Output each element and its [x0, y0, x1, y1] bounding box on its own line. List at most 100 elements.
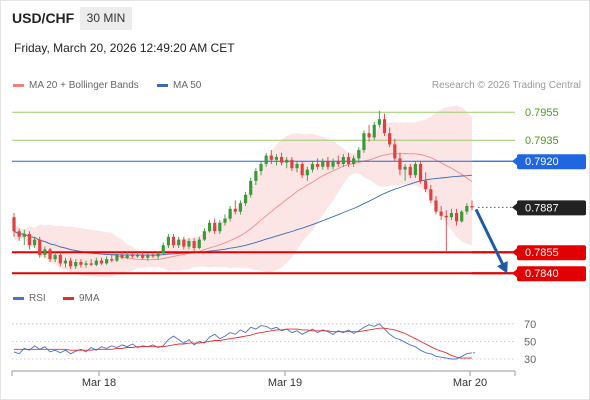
legend-ma50: MA 50 [157, 80, 201, 91]
candle-body [156, 253, 160, 257]
candle-body [69, 260, 73, 267]
candle-body [146, 255, 150, 258]
candle-body [259, 164, 263, 171]
candle-body [110, 259, 114, 261]
level-badge-pointer-0.7887 [512, 203, 517, 212]
level-badge-pointer-0.7920 [512, 157, 517, 166]
legend-rsi: RSI [13, 293, 46, 304]
timeframe-button[interactable]: 30 MIN [80, 7, 132, 30]
candle-body [105, 259, 109, 264]
level-badge-0.7887 [517, 200, 586, 216]
candle-body [141, 255, 145, 258]
candle-body [243, 194, 248, 204]
candle-body [115, 255, 119, 261]
level-label-0.7855: 0.7855 [525, 247, 559, 259]
candle-body [429, 189, 433, 201]
candle-body [151, 255, 155, 257]
candle-body [285, 159, 289, 163]
candle-body [135, 255, 140, 257]
time-axis-label: Mar 18 [82, 377, 116, 389]
candle-body [238, 203, 243, 212]
time-axis-label: Mar 20 [453, 377, 487, 389]
candle-body [290, 159, 294, 169]
candle-body [357, 150, 361, 159]
candle-body [413, 164, 417, 176]
level-label-0.7955: 0.7955 [525, 107, 559, 119]
candle-body [213, 222, 217, 232]
level-label-0.7920: 0.7920 [525, 156, 559, 168]
level-badge-pointer-0.7840 [512, 269, 517, 278]
candle-body [89, 263, 93, 265]
currency-pair-title: USD/CHF [12, 10, 75, 26]
candle-body [280, 157, 284, 163]
candle-body [254, 171, 258, 181]
candle-body [449, 213, 454, 218]
legend-9ma-swatch [63, 297, 74, 300]
candle-body [207, 222, 212, 232]
candle-body [32, 239, 37, 246]
candle-body [177, 239, 181, 246]
candle-body [53, 255, 57, 260]
level-badge-0.7920 [517, 154, 586, 170]
candle-body [161, 245, 165, 254]
candle-body [418, 164, 423, 181]
candle-body [84, 263, 88, 265]
rsi-series-RSI [13, 323, 473, 360]
candle-body [367, 133, 371, 138]
candle-body [228, 208, 232, 219]
candle-body [166, 236, 170, 246]
candle-body [346, 157, 351, 164]
candle-body [352, 158, 356, 164]
credit-text: Research © 2026 Trading Central [431, 80, 581, 91]
candle-body [398, 158, 402, 170]
title-bar: USD/CHF 30 MIN [0, 0, 590, 36]
level-label-0.7935: 0.7935 [525, 135, 559, 147]
level-label-0.7887: 0.7887 [525, 202, 559, 214]
candle-body [43, 249, 47, 255]
legend-9ma: 9MA [63, 293, 100, 304]
timestamp: Friday, March 20, 2026 12:49:20 AM CET [14, 41, 235, 55]
candle-body [202, 231, 206, 240]
candle-body [403, 166, 407, 170]
candle-body [465, 206, 469, 212]
candle-body [99, 260, 104, 264]
candle-body [38, 239, 42, 255]
candle-body [12, 217, 16, 232]
candle-body [434, 200, 438, 212]
level-badge-0.7855 [517, 245, 586, 261]
candle-body [171, 236, 176, 246]
forecast-arrow-shaft [474, 208, 507, 270]
candle-body [377, 119, 381, 125]
candle-body [470, 206, 474, 208]
candle-body [125, 255, 129, 258]
level-badge-pointer-0.7855 [512, 248, 517, 257]
candle-body [182, 239, 186, 247]
time-axis-label: Mar 19 [268, 377, 302, 389]
candle-body [321, 161, 325, 167]
candle-body [382, 119, 387, 134]
rsi-tick-label: 70 [524, 319, 536, 331]
legend-rsi-label: RSI [29, 293, 46, 304]
legend-9ma-label: 9MA [79, 293, 100, 304]
candle-body [27, 234, 32, 246]
candle-body [120, 255, 124, 258]
candle-body [79, 262, 83, 265]
candle-body [58, 255, 62, 264]
candle-body [192, 241, 196, 248]
rsi-tick-label: 50 [524, 336, 536, 348]
candle-body [197, 239, 201, 248]
candle-body [316, 164, 320, 167]
candle-body [408, 166, 412, 176]
candle-body [444, 215, 448, 218]
candle-body [274, 157, 279, 160]
rsi-series-9MA [14, 327, 472, 359]
candle-body [223, 218, 227, 223]
legend-rsi-swatch [13, 297, 24, 300]
legend-ma50-swatch [157, 84, 168, 87]
candle-body [74, 262, 78, 267]
legend-bollinger-label: MA 20 + Bollinger Bands [29, 80, 139, 91]
forecast-arrow-head [496, 260, 508, 274]
candle-body [393, 144, 397, 159]
candle-body [264, 155, 268, 164]
